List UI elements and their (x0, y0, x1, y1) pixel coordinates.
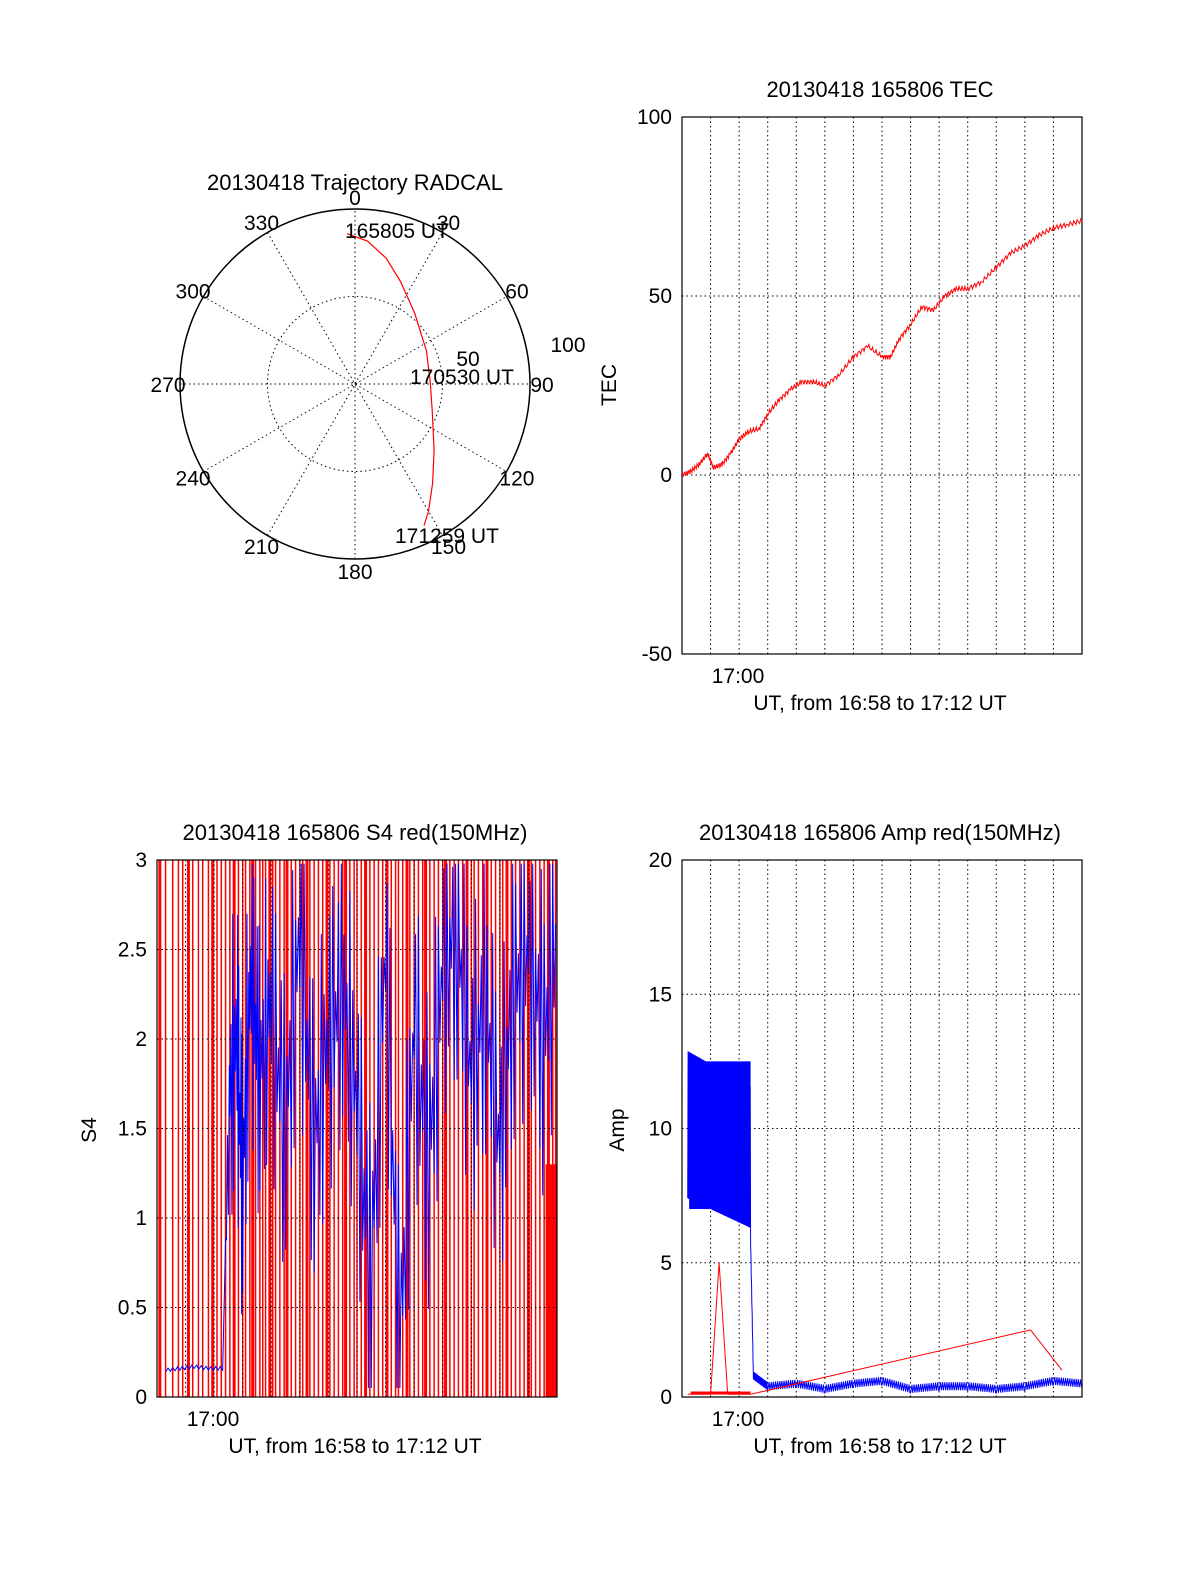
polar-radius-label-100: 100 (550, 334, 585, 357)
y-tick-label: 10 (649, 1118, 672, 1141)
s4-ylabel: S4 (78, 1117, 101, 1143)
s4-title: 20130418 165806 S4 red(150MHz) (183, 820, 528, 845)
polar-azimuth-labels: 0 30 60 90 120 150 180 210 240 270 300 330 (150, 187, 553, 584)
y-tick-label: -50 (642, 643, 672, 666)
s4-xtick-1700: 17:00 (187, 1408, 240, 1431)
tec-xlabel: UT, from 16:58 to 17:12 UT (753, 692, 1006, 715)
polar-azimuth-label: 150 (431, 536, 466, 559)
polar-azimuth-label: 30 (437, 212, 460, 235)
y-tick-label: 0 (660, 1386, 672, 1409)
polar-azimuth-label: 330 (244, 212, 279, 235)
polar-azimuth-label: 180 (337, 561, 372, 584)
polar-radius-label-50: 50 (456, 348, 479, 371)
s4-frame (156, 859, 558, 1398)
s4-y-ticks: 0 0.5 1 1.5 2 2.5 3 (118, 849, 147, 1409)
s4-blue-line (165, 863, 557, 1389)
amp-xtick-1700: 17:00 (712, 1408, 765, 1431)
polar-azimuth-label: 240 (176, 468, 211, 491)
tec-title: 20130418 165806 TEC (766, 77, 993, 102)
polar-azimuth-label: 60 (505, 281, 528, 304)
y-tick-label: 1.5 (118, 1118, 147, 1141)
amp-blue-dense-block (689, 1061, 751, 1210)
polar-azimuth-label: 120 (499, 468, 534, 491)
trajectory-mid-label: 170530 UT (410, 366, 514, 389)
y-tick-label: 0 (660, 464, 672, 487)
trajectory-panel: 20130418 Trajectory RADCAL 0 30 60 90 120 150… (150, 170, 585, 584)
polar-grid (179, 208, 531, 560)
trajectory-title: 20130418 Trajectory RADCAL (207, 170, 503, 195)
y-tick-label: 2.5 (118, 939, 147, 962)
y-tick-label: 20 (649, 849, 672, 872)
s4-grid (157, 860, 557, 1397)
s4-red-spikes (158, 860, 557, 1397)
tec-ylabel: TEC (598, 364, 621, 406)
amp-blue-line (687, 1051, 1082, 1394)
trajectory-line (346, 233, 435, 526)
y-tick-label: 50 (649, 285, 672, 308)
y-tick-label: 5 (660, 1252, 672, 1275)
s4-panel: 20130418 165806 S4 red(150MHz) 0 0.5 1 1.5 2… (78, 820, 558, 1458)
polar-azimuth-label: 300 (176, 281, 211, 304)
tec-panel: 20130418 165806 TEC -50 0 50 100 17:00 UT, … (598, 77, 1083, 715)
trajectory-start-label: 165805 UT (345, 220, 449, 243)
amp-red-path (687, 1262, 1063, 1395)
amp-title: 20130418 165806 Amp red(150MHz) (699, 820, 1061, 845)
amp-grid (682, 860, 1082, 1397)
polar-azimuth-label: 90 (530, 374, 553, 397)
amp-frame (681, 859, 1083, 1398)
tec-grid (682, 117, 1082, 654)
polar-azimuth-label: 210 (244, 536, 279, 559)
amp-panel: 20130418 165806 Amp red(150MHz) 0 5 10 15 20… (606, 820, 1083, 1458)
polar-azimuth-label: 270 (150, 374, 185, 397)
tec-xtick-1700: 17:00 (712, 665, 765, 688)
y-tick-label: 15 (649, 983, 672, 1006)
y-tick-label: 3 (135, 849, 147, 872)
tec-series-line (681, 217, 1083, 477)
y-tick-label: 1 (135, 1207, 147, 1230)
tec-frame (681, 116, 1083, 655)
amp-xlabel: UT, from 16:58 to 17:12 UT (753, 1435, 1006, 1458)
tec-y-ticks: -50 0 50 100 (637, 106, 672, 666)
y-tick-label: 2 (135, 1028, 147, 1051)
y-tick-label: 0 (135, 1386, 147, 1409)
trajectory-end-label: 171259 UT (395, 525, 499, 548)
y-tick-label: 0.5 (118, 1297, 147, 1320)
amp-red-line (687, 1262, 1063, 1395)
s4-xlabel: UT, from 16:58 to 17:12 UT (228, 1435, 481, 1458)
amp-y-ticks: 0 5 10 15 20 (649, 849, 672, 1409)
amp-ylabel: Amp (606, 1108, 629, 1151)
s4-red-block (545, 1164, 557, 1397)
polar-azimuth-label: 0 (349, 187, 361, 210)
y-tick-label: 100 (637, 106, 672, 129)
